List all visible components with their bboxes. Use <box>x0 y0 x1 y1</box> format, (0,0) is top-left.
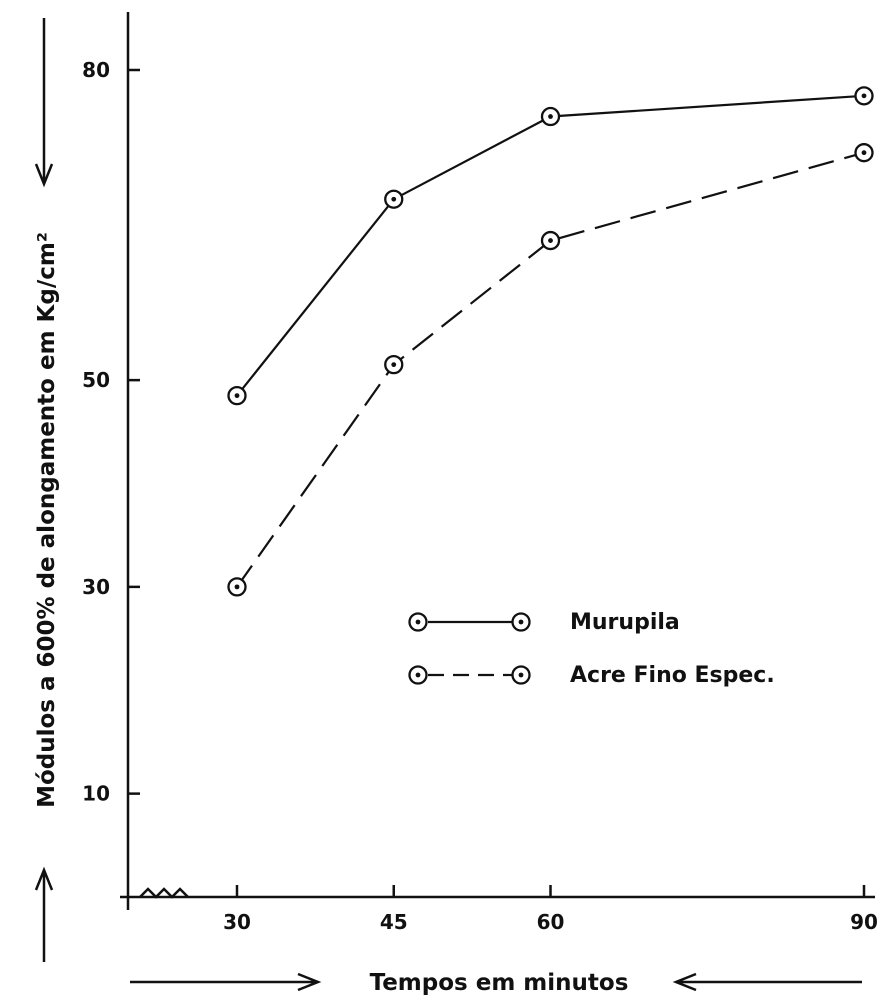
legend-marker-end-murupila <box>511 612 531 632</box>
series-murupila <box>227 86 874 406</box>
x-tick-label-90: 90 <box>850 910 878 934</box>
y-axis-title: Módulos a 600% de alongamento em Kg/cm² <box>34 232 60 808</box>
data-point-acre-fino-espec-30 <box>227 577 247 597</box>
legend-marker-end-acre-fino-espec <box>511 665 531 685</box>
y-axis-arrow-top <box>34 18 54 188</box>
axis-break-mark <box>139 887 189 899</box>
y-axis-title-group: Módulos a 600% de alongamento em Kg/cm² <box>34 18 60 962</box>
x-axis-title: Tempos em minutos <box>370 970 629 996</box>
y-tick-label-10: 10 <box>82 782 110 806</box>
y-tick-label-30: 30 <box>82 575 110 599</box>
data-point-acre-fino-espec-60 <box>540 230 561 251</box>
series-acre-fino-espec <box>227 143 874 597</box>
legend-item-acre-fino-espec: Acre Fino Espec. <box>408 663 775 688</box>
legend-label-murupila: Murupila <box>570 610 680 635</box>
legend-label-acre-fino-espec: Acre Fino Espec. <box>570 663 775 688</box>
legend: Murupila Acre Fino Espec. <box>408 610 775 688</box>
data-point-murupila-60 <box>540 106 561 127</box>
series-line-murupila <box>236 94 865 397</box>
data-point-acre-fino-espec-45 <box>384 354 404 375</box>
x-axis-title-group: Tempos em minutos <box>130 970 862 996</box>
x-axis-arrow-left <box>130 972 322 992</box>
data-point-murupila-30 <box>227 385 247 406</box>
y-tick-label-80: 80 <box>82 58 110 82</box>
x-axis-arrow-right <box>672 972 862 992</box>
axes <box>120 12 875 910</box>
x-tick-label-45: 45 <box>380 910 408 934</box>
series-layer <box>227 86 874 597</box>
x-tick-label-30: 30 <box>223 910 251 934</box>
x-tick-label-60: 60 <box>537 910 565 934</box>
ticks: 10 30 50 80 30 45 60 90 <box>82 58 878 934</box>
y-axis-arrow-bottom <box>34 866 54 962</box>
legend-marker-start-acre-fino-espec <box>408 665 428 685</box>
data-point-acre-fino-espec-90 <box>854 143 874 163</box>
data-point-murupila-45 <box>384 189 404 209</box>
series-line-acre-fino-espec <box>236 151 865 588</box>
legend-item-murupila: Murupila <box>408 610 680 635</box>
legend-marker-start-murupila <box>408 612 428 632</box>
data-point-murupila-90 <box>854 86 874 106</box>
y-tick-label-50: 50 <box>82 368 110 392</box>
